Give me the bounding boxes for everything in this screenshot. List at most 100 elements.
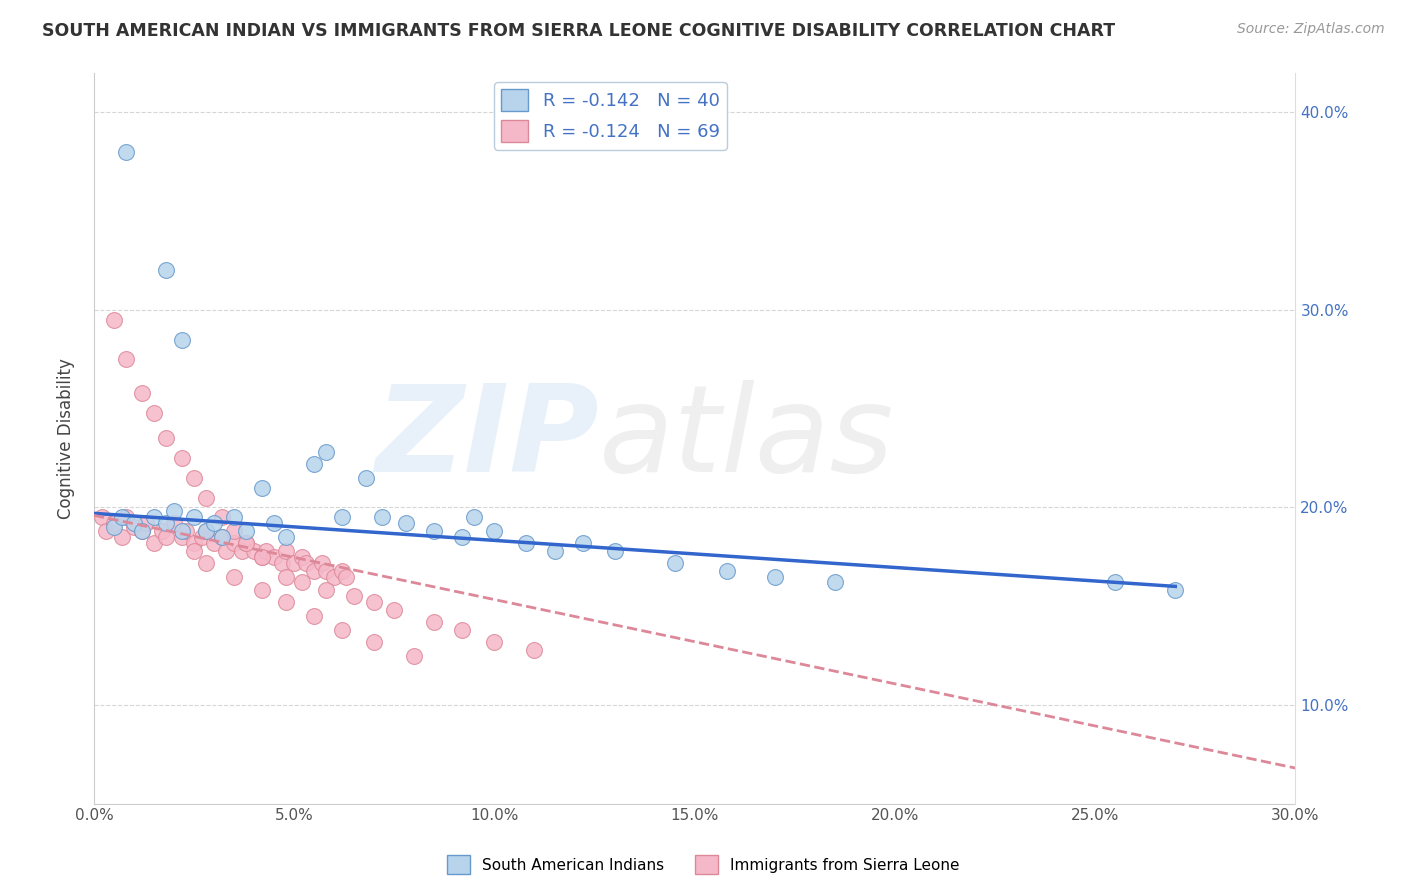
- Point: [155, 431, 177, 445]
- Point: [215, 544, 238, 558]
- Point: [111, 510, 134, 524]
- Point: [224, 569, 246, 583]
- Point: [235, 536, 257, 550]
- Point: [170, 524, 193, 538]
- Point: [183, 544, 205, 558]
- Point: [291, 549, 314, 564]
- Point: [451, 530, 474, 544]
- Point: [302, 609, 325, 624]
- Point: [311, 556, 333, 570]
- Point: [195, 524, 218, 538]
- Point: [295, 556, 318, 570]
- Point: [122, 520, 145, 534]
- Point: [103, 516, 125, 531]
- Point: [571, 536, 593, 550]
- Point: [202, 516, 225, 531]
- Point: [111, 530, 134, 544]
- Point: [91, 510, 114, 524]
- Point: [283, 556, 305, 570]
- Point: [183, 536, 205, 550]
- Point: [356, 471, 378, 485]
- Point: [382, 603, 405, 617]
- Point: [484, 634, 506, 648]
- Point: [263, 549, 285, 564]
- Point: [115, 145, 138, 159]
- Point: [315, 583, 337, 598]
- Point: [523, 642, 546, 657]
- Point: [202, 536, 225, 550]
- Point: [263, 516, 285, 531]
- Point: [243, 544, 266, 558]
- Point: [150, 524, 173, 538]
- Point: [155, 530, 177, 544]
- Point: [451, 623, 474, 637]
- Point: [423, 524, 446, 538]
- Point: [302, 564, 325, 578]
- Point: [143, 406, 166, 420]
- Point: [302, 457, 325, 471]
- Point: [122, 516, 145, 531]
- Point: [224, 524, 246, 538]
- Point: [155, 263, 177, 277]
- Y-axis label: Cognitive Disability: Cognitive Disability: [58, 358, 75, 519]
- Point: [170, 333, 193, 347]
- Legend: South American Indians, Immigrants from Sierra Leone: South American Indians, Immigrants from …: [440, 849, 966, 880]
- Point: [250, 549, 273, 564]
- Point: [363, 634, 385, 648]
- Point: [276, 530, 298, 544]
- Point: [195, 556, 218, 570]
- Point: [254, 544, 277, 558]
- Point: [330, 510, 353, 524]
- Point: [183, 471, 205, 485]
- Point: [343, 589, 366, 603]
- Point: [423, 615, 446, 629]
- Point: [231, 544, 253, 558]
- Point: [250, 481, 273, 495]
- Point: [515, 536, 537, 550]
- Point: [211, 530, 233, 544]
- Point: [363, 595, 385, 609]
- Point: [103, 313, 125, 327]
- Point: [195, 491, 218, 505]
- Point: [115, 510, 138, 524]
- Point: [195, 524, 218, 538]
- Point: [235, 536, 257, 550]
- Point: [763, 569, 786, 583]
- Text: SOUTH AMERICAN INDIAN VS IMMIGRANTS FROM SIERRA LEONE COGNITIVE DISABILITY CORRE: SOUTH AMERICAN INDIAN VS IMMIGRANTS FROM…: [42, 22, 1115, 40]
- Point: [131, 524, 153, 538]
- Point: [163, 504, 186, 518]
- Point: [330, 623, 353, 637]
- Point: [315, 564, 337, 578]
- Point: [94, 524, 117, 538]
- Point: [235, 524, 257, 538]
- Point: [183, 510, 205, 524]
- Point: [135, 516, 157, 531]
- Legend: R = -0.142   N = 40, R = -0.124   N = 69: R = -0.142 N = 40, R = -0.124 N = 69: [494, 82, 727, 150]
- Point: [315, 445, 337, 459]
- Point: [103, 520, 125, 534]
- Point: [603, 544, 626, 558]
- Point: [371, 510, 394, 524]
- Text: atlas: atlas: [599, 380, 894, 497]
- Point: [211, 510, 233, 524]
- Point: [404, 648, 426, 663]
- Text: ZIP: ZIP: [375, 380, 599, 497]
- Point: [170, 530, 193, 544]
- Point: [484, 524, 506, 538]
- Point: [1164, 583, 1187, 598]
- Point: [174, 524, 197, 538]
- Point: [131, 524, 153, 538]
- Point: [323, 569, 346, 583]
- Point: [395, 516, 418, 531]
- Point: [291, 575, 314, 590]
- Point: [155, 516, 177, 531]
- Point: [276, 544, 298, 558]
- Point: [170, 451, 193, 466]
- Point: [131, 385, 153, 400]
- Point: [335, 569, 357, 583]
- Point: [211, 530, 233, 544]
- Point: [463, 510, 485, 524]
- Point: [224, 536, 246, 550]
- Point: [330, 564, 353, 578]
- Point: [664, 556, 686, 570]
